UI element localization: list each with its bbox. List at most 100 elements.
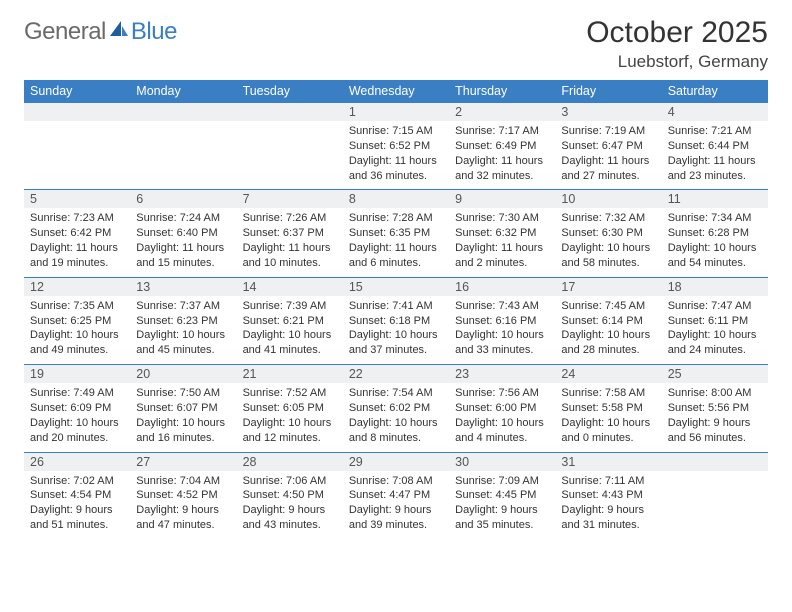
day-number: 12 [24, 278, 130, 296]
week-data-row: Sunrise: 7:23 AMSunset: 6:42 PMDaylight:… [24, 208, 768, 277]
daylight-line: Daylight: 10 hours and 49 minutes. [30, 328, 124, 358]
day-number: 26 [24, 453, 130, 471]
daylight-line: Daylight: 10 hours and 37 minutes. [349, 328, 443, 358]
daylight-line: Daylight: 10 hours and 8 minutes. [349, 416, 443, 446]
day-data: Sunrise: 7:28 AMSunset: 6:35 PMDaylight:… [343, 208, 449, 276]
weekday-header-row: SundayMondayTuesdayWednesdayThursdayFrid… [24, 80, 768, 103]
day-data: Sunrise: 7:17 AMSunset: 6:49 PMDaylight:… [449, 121, 555, 189]
sunrise-line: Sunrise: 7:41 AM [349, 299, 443, 314]
week-data-row: Sunrise: 7:35 AMSunset: 6:25 PMDaylight:… [24, 296, 768, 365]
sunrise-line: Sunrise: 7:23 AM [30, 211, 124, 226]
day-number-cell: 11 [662, 190, 768, 209]
day-data-cell: Sunrise: 7:23 AMSunset: 6:42 PMDaylight:… [24, 208, 130, 277]
daylight-line: Daylight: 10 hours and 4 minutes. [455, 416, 549, 446]
day-number-cell: 10 [555, 190, 661, 209]
day-data-cell: Sunrise: 7:24 AMSunset: 6:40 PMDaylight:… [130, 208, 236, 277]
day-number-cell: 27 [130, 452, 236, 471]
daylight-line: Daylight: 9 hours and 31 minutes. [561, 503, 655, 533]
sunrise-line: Sunrise: 7:11 AM [561, 474, 655, 489]
day-data-cell: Sunrise: 7:26 AMSunset: 6:37 PMDaylight:… [237, 208, 343, 277]
day-data: Sunrise: 7:58 AMSunset: 5:58 PMDaylight:… [555, 383, 661, 451]
day-data-cell: Sunrise: 7:56 AMSunset: 6:00 PMDaylight:… [449, 383, 555, 452]
day-number-cell: 6 [130, 190, 236, 209]
day-number: 6 [130, 190, 236, 208]
daylight-line: Daylight: 10 hours and 33 minutes. [455, 328, 549, 358]
sunset-line: Sunset: 6:16 PM [455, 314, 549, 329]
sunrise-line: Sunrise: 7:09 AM [455, 474, 549, 489]
day-number: 3 [555, 103, 661, 121]
day-data-cell: Sunrise: 7:17 AMSunset: 6:49 PMDaylight:… [449, 121, 555, 190]
day-data-cell: Sunrise: 7:09 AMSunset: 4:45 PMDaylight:… [449, 471, 555, 539]
day-data-cell: Sunrise: 7:37 AMSunset: 6:23 PMDaylight:… [130, 296, 236, 365]
weekday-header: Monday [130, 80, 236, 103]
daylight-line: Daylight: 10 hours and 58 minutes. [561, 241, 655, 271]
sunrise-line: Sunrise: 7:34 AM [668, 211, 762, 226]
sunrise-line: Sunrise: 7:43 AM [455, 299, 549, 314]
day-data-cell: Sunrise: 7:02 AMSunset: 4:54 PMDaylight:… [24, 471, 130, 539]
day-data: Sunrise: 7:37 AMSunset: 6:23 PMDaylight:… [130, 296, 236, 364]
day-number: 8 [343, 190, 449, 208]
day-data: Sunrise: 7:49 AMSunset: 6:09 PMDaylight:… [24, 383, 130, 451]
sunrise-line: Sunrise: 7:02 AM [30, 474, 124, 489]
weekday-header: Wednesday [343, 80, 449, 103]
week-number-row: 19202122232425 [24, 365, 768, 384]
day-data: Sunrise: 8:00 AMSunset: 5:56 PMDaylight:… [662, 383, 768, 451]
location-label: Luebstorf, Germany [586, 52, 768, 72]
daylight-line: Daylight: 10 hours and 12 minutes. [243, 416, 337, 446]
sunset-line: Sunset: 6:25 PM [30, 314, 124, 329]
sunrise-line: Sunrise: 7:19 AM [561, 124, 655, 139]
sunrise-line: Sunrise: 7:06 AM [243, 474, 337, 489]
sunrise-line: Sunrise: 8:00 AM [668, 386, 762, 401]
day-data-cell: Sunrise: 7:35 AMSunset: 6:25 PMDaylight:… [24, 296, 130, 365]
sunrise-line: Sunrise: 7:47 AM [668, 299, 762, 314]
sunset-line: Sunset: 6:00 PM [455, 401, 549, 416]
sunset-line: Sunset: 6:07 PM [136, 401, 230, 416]
day-number-cell: 16 [449, 277, 555, 296]
day-data-cell [130, 121, 236, 190]
day-number-cell: 7 [237, 190, 343, 209]
weekday-header: Sunday [24, 80, 130, 103]
sunrise-line: Sunrise: 7:35 AM [30, 299, 124, 314]
sunset-line: Sunset: 6:52 PM [349, 139, 443, 154]
day-data-cell: Sunrise: 7:28 AMSunset: 6:35 PMDaylight:… [343, 208, 449, 277]
day-number-cell: 5 [24, 190, 130, 209]
week-number-row: 262728293031 [24, 452, 768, 471]
day-number-cell: 8 [343, 190, 449, 209]
day-data: Sunrise: 7:19 AMSunset: 6:47 PMDaylight:… [555, 121, 661, 189]
day-number: 10 [555, 190, 661, 208]
day-number: 28 [237, 453, 343, 471]
day-number-cell: 21 [237, 365, 343, 384]
sunset-line: Sunset: 4:47 PM [349, 488, 443, 503]
day-number: 7 [237, 190, 343, 208]
sail-icon [108, 18, 130, 46]
sunset-line: Sunset: 6:49 PM [455, 139, 549, 154]
daylight-line: Daylight: 11 hours and 6 minutes. [349, 241, 443, 271]
day-data-cell: Sunrise: 7:52 AMSunset: 6:05 PMDaylight:… [237, 383, 343, 452]
day-number-cell [237, 103, 343, 122]
day-number: 5 [24, 190, 130, 208]
brand-logo: General Blue [24, 18, 177, 46]
day-data-cell: Sunrise: 7:41 AMSunset: 6:18 PMDaylight:… [343, 296, 449, 365]
day-data: Sunrise: 7:56 AMSunset: 6:00 PMDaylight:… [449, 383, 555, 451]
sunset-line: Sunset: 6:11 PM [668, 314, 762, 329]
sunrise-line: Sunrise: 7:54 AM [349, 386, 443, 401]
day-data: Sunrise: 7:41 AMSunset: 6:18 PMDaylight:… [343, 296, 449, 364]
day-number-cell: 15 [343, 277, 449, 296]
sunset-line: Sunset: 6:30 PM [561, 226, 655, 241]
sunset-line: Sunset: 6:35 PM [349, 226, 443, 241]
day-data: Sunrise: 7:24 AMSunset: 6:40 PMDaylight:… [130, 208, 236, 276]
week-number-row: 12131415161718 [24, 277, 768, 296]
day-number-cell: 29 [343, 452, 449, 471]
day-data-cell: Sunrise: 7:34 AMSunset: 6:28 PMDaylight:… [662, 208, 768, 277]
day-number-cell [24, 103, 130, 122]
day-data: Sunrise: 7:06 AMSunset: 4:50 PMDaylight:… [237, 471, 343, 539]
sunset-line: Sunset: 4:54 PM [30, 488, 124, 503]
sunrise-line: Sunrise: 7:52 AM [243, 386, 337, 401]
day-number-cell: 14 [237, 277, 343, 296]
empty-day-data [237, 121, 343, 179]
sunset-line: Sunset: 6:02 PM [349, 401, 443, 416]
day-number-cell: 28 [237, 452, 343, 471]
day-data-cell: Sunrise: 7:08 AMSunset: 4:47 PMDaylight:… [343, 471, 449, 539]
day-number: 2 [449, 103, 555, 121]
sunrise-line: Sunrise: 7:39 AM [243, 299, 337, 314]
